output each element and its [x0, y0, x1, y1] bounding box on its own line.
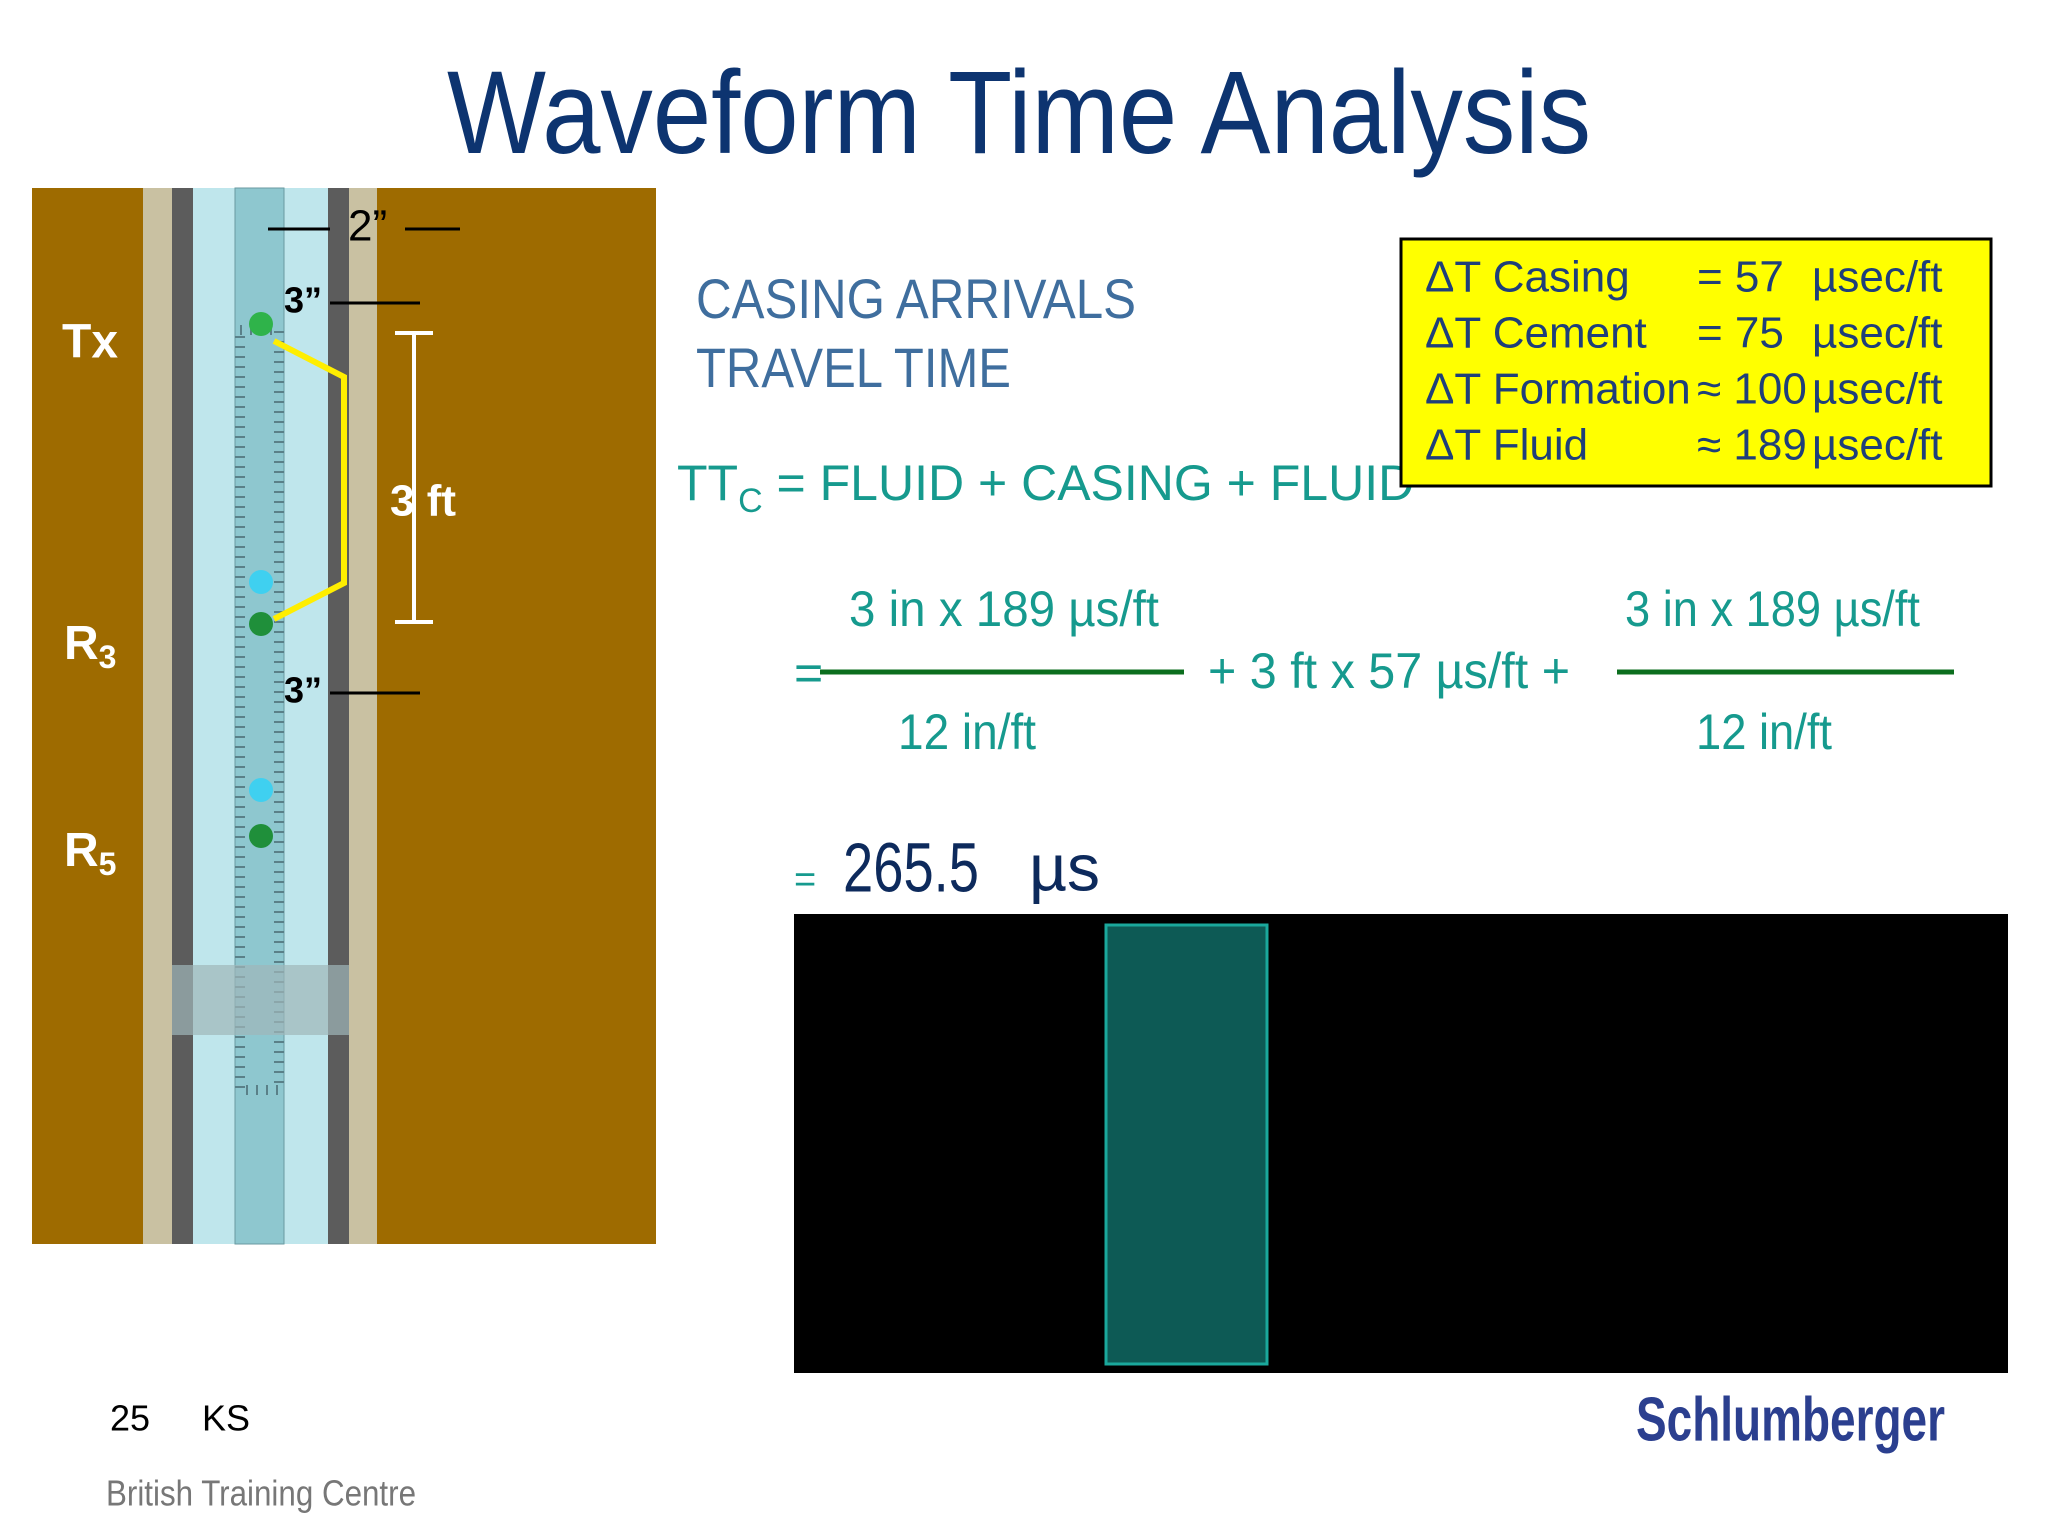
row-value: ≈ 100	[1697, 365, 1807, 414]
footer-centre: British Training Centre	[106, 1473, 416, 1514]
row-unit: µsec/ft	[1812, 421, 1943, 470]
fraction-numerator: 3 in x 189 µs/ft	[849, 581, 1159, 637]
page-number: 25	[110, 1398, 150, 1439]
fraction-denominator: 12 in/ft	[1696, 704, 1832, 760]
row-value: ≈ 189	[1697, 421, 1807, 470]
title: Waveform Time Analysis	[447, 47, 1591, 179]
borehole-diagram: 2” 3” 3” 3 ft Tx R3 R5	[32, 187, 656, 1245]
result: 265.5	[843, 828, 979, 906]
label-main: R	[64, 617, 99, 670]
row-unit: µsec/ft	[1812, 309, 1943, 358]
collar	[172, 965, 349, 1035]
label-sub: 5	[99, 846, 117, 882]
transmitter-dot	[249, 312, 273, 336]
rhs: = FLUID + CASING + FLUID	[763, 455, 1415, 511]
initials: KS	[202, 1398, 250, 1439]
heading-line: CASING ARRIVALS	[696, 267, 1136, 330]
row-unit: µsec/ft	[1812, 365, 1943, 414]
fraction-denominator: 12 in/ft	[898, 704, 1036, 760]
receiver-dot	[249, 570, 273, 594]
logo: Schlumberger	[1636, 1385, 1945, 1454]
heading-line: TRAVEL TIME	[696, 336, 1011, 399]
row-label: ΔT Fluid	[1425, 421, 1588, 470]
row-unit: µsec/ft	[1812, 253, 1943, 302]
label-main: R	[64, 824, 99, 877]
gap-label: 2”	[348, 202, 387, 251]
spacing-label: 3 ft	[390, 477, 456, 526]
row-value: = 57	[1697, 253, 1784, 302]
receiver-dot	[249, 778, 273, 802]
row-label: ΔT Casing	[1425, 253, 1630, 302]
middle-term: + 3 ft x 57 µs/ft +	[1208, 643, 1570, 699]
lhs: TT	[677, 455, 738, 511]
row-label: ΔT Formation	[1425, 365, 1691, 414]
receiver-dot	[249, 612, 273, 636]
lhs-sub: C	[738, 482, 763, 520]
result-unit: µs	[1029, 830, 1100, 904]
equals: =	[794, 645, 823, 701]
offset-label: 3”	[284, 670, 322, 711]
receiver-label: R5	[64, 824, 116, 883]
row-value: = 75	[1697, 309, 1784, 358]
fraction-numerator: 3 in x 189 µs/ft	[1625, 581, 1920, 637]
highlight-panel	[1104, 923, 1269, 1366]
legend-box	[1399, 237, 1993, 488]
legend-rows: ΔT Casing = 57 µsec/ft ΔT Cement = 75 µsec/ft…	[1425, 253, 1943, 470]
receiver-label: R3	[64, 617, 116, 676]
offset-label: 3”	[284, 280, 322, 321]
black-panel	[794, 914, 2008, 1373]
receiver-dot	[249, 824, 273, 848]
label-sub: 3	[99, 639, 117, 675]
tx-label: Tx	[62, 316, 118, 369]
equals: =	[794, 859, 816, 901]
equation-line: TTC = FLUID + CASING + FLUID	[677, 455, 1414, 520]
row-label: ΔT Cement	[1425, 309, 1647, 358]
ray-path	[272, 338, 347, 622]
